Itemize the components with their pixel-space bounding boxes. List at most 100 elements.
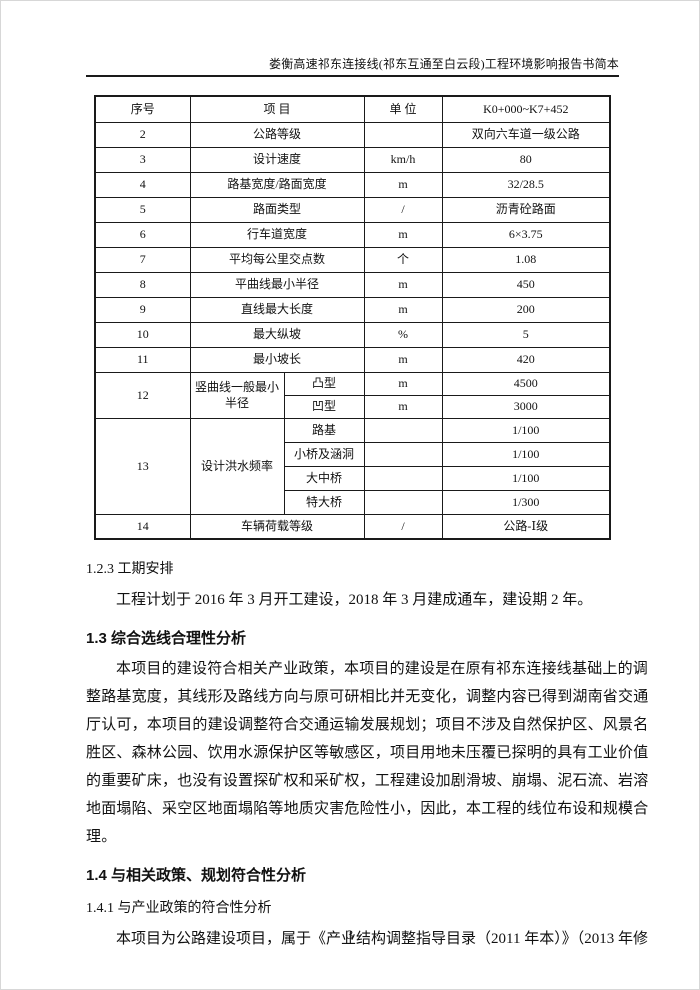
row-unit: m [363,271,443,298]
row-no: 6 [94,221,191,248]
row-no: 2 [94,121,191,148]
paragraph-line: 胜区、森林公园、饮用水源保护区等敏感区，项目用地未压覆已探明的具有工业价值 [86,745,649,761]
row-unit: % [363,321,443,348]
road-spec-table: 序号 项 目 单 位 K0+000~K7+452 2 公路等级 双向六车道一级公… [94,95,612,540]
row-value: 4500 [441,371,611,396]
row-value: 3000 [441,394,611,419]
table-row: 5 路面类型 / 沥青砼路面 [94,196,611,223]
row-item: 车辆荷载等级 [189,513,365,540]
table-row: 9 直线最大长度 m 200 [94,296,611,323]
row-item: 设计速度 [189,146,365,173]
row-unit: / [363,513,443,540]
paragraph-line: 整路基宽度，其线形及路线方向与原可研相比并无变化，调整内容已得到湖南省交通 [86,689,649,705]
row-item: 竖曲线一般最小半径 [189,371,285,419]
table-row-13c: 大中桥 1/100 [95,465,611,491]
sub-label: 凸型 [283,371,365,396]
row-value: 公路-Ⅰ级 [441,513,611,540]
table-row-14: 14 车辆荷载等级 / 公路-Ⅰ级 [94,513,611,540]
row-item: 路基宽度/路面宽度 [189,171,365,198]
row-value: 沥青砼路面 [441,196,611,223]
row-value: 5 [441,321,611,348]
row-value: 450 [441,271,611,298]
paragraph-line: 厅认可，本项目的建设调整符合交通运输发展规划；项目不涉及自然保护区、风景名 [86,717,649,733]
table-row: 10 最大纵坡 % 5 [94,321,611,348]
header-rule [86,75,619,77]
paragraph-schedule: 工程计划于 2016 年 3 月开工建设，2018 年 3 月建成通车，建设期 … [116,592,593,608]
row-no: 5 [94,196,191,223]
paragraph-line: 地面塌陷、采空区地面塌陷等地质灾害危险性小，因此，本工程的线位布设和规模合 [86,801,649,817]
paragraph-line: 理。 [86,829,117,845]
row-item: 最大纵坡 [189,321,365,348]
paragraph-industry-policy: 本项目为公路建设项目，属于《产业结构调整指导目录（2011 年本）》（2013 … [116,931,648,947]
table-row: 11 最小坡长 m 420 [94,346,611,373]
heading-1-4-1: 1.4.1 与产业政策的符合性分析 [86,901,272,916]
row-value: 1/300 [441,489,611,515]
row-unit [363,465,443,491]
paragraph-line: 本项目的建设符合相关产业政策，本项目的建设是在原有祁东连接线基础上的调 [116,661,649,677]
sub-label: 大中桥 [283,465,365,491]
row-value: 420 [441,346,611,373]
row-value: 1/100 [441,441,611,467]
table-row-13a: 13 设计洪水频率 路基 1/100 [94,417,611,515]
row-unit: m [363,221,443,248]
row-value: 6×3.75 [441,221,611,248]
row-unit: m [363,346,443,373]
row-unit: 个 [363,246,443,273]
row-no: 11 [94,346,191,373]
row-no: 4 [94,171,191,198]
col-header-section: K0+000~K7+452 [441,95,611,123]
table-row: 6 行车道宽度 m 6×3.75 [94,221,611,248]
sub-label: 小桥及涵洞 [283,441,365,467]
row-no: 12 [94,371,191,419]
row-value: 32/28.5 [441,171,611,198]
paragraph-line: 的重要矿床，也没有设置探矿权和采矿权，工程建设加剧滑坡、崩塌、泥石流、岩溶 [86,773,649,789]
row-no: 8 [94,271,191,298]
table-row: 2 公路等级 双向六车道一级公路 [94,121,611,148]
page-number: 3 [346,927,354,942]
heading-1-2-3: 1.2.3 工期安排 [86,562,174,577]
col-header-unit: 单 位 [363,95,443,123]
row-no: 7 [94,246,191,273]
row-value: 1/100 [441,465,611,491]
row-no: 3 [94,146,191,173]
row-no: 10 [94,321,191,348]
running-header: 娄衡高速祁东连接线(祁东互通至白云段)工程环境影响报告书简本 [269,57,619,71]
row-unit: m [363,296,443,323]
table-row: 7 平均每公里交点数 个 1.08 [94,246,611,273]
row-item: 最小坡长 [189,346,365,373]
table-row-12a: 12 竖曲线一般最小半径 凸型 m 4500 [94,371,611,419]
row-unit: km/h [363,146,443,173]
sub-label: 特大桥 [283,489,365,515]
row-unit [363,121,443,148]
row-unit: / [363,196,443,223]
row-item: 公路等级 [189,121,365,148]
row-unit: m [363,371,443,396]
row-unit [363,441,443,467]
table-row-12b: 凹型 m 3000 [95,394,611,419]
row-value: 200 [441,296,611,323]
row-unit [363,417,443,443]
table-row: 3 设计速度 km/h 80 [94,146,611,173]
heading-1-4: 1.4 与相关政策、规划符合性分析 [86,867,307,884]
row-item: 直线最大长度 [189,296,365,323]
row-item: 行车道宽度 [189,221,365,248]
sub-label: 凹型 [283,394,365,419]
row-no: 9 [94,296,191,323]
table-row: 4 路基宽度/路面宽度 m 32/28.5 [94,171,611,198]
table-header-row: 序号 项 目 单 位 K0+000~K7+452 [94,95,611,123]
row-unit: m [363,171,443,198]
row-value: 80 [441,146,611,173]
row-item: 路面类型 [189,196,365,223]
row-no: 13 [94,417,191,515]
row-value: 双向六车道一级公路 [441,121,611,148]
row-unit [363,489,443,515]
row-item: 平均每公里交点数 [189,246,365,273]
row-item: 设计洪水频率 [189,417,285,515]
row-no: 14 [94,513,191,540]
paragraph-route-analysis: 本项目的建设符合相关产业政策，本项目的建设是在原有祁东连接线基础上的调 整路基宽… [86,655,649,851]
row-unit: m [363,394,443,419]
row-value: 1.08 [441,246,611,273]
table-row: 8 平曲线最小半径 m 450 [94,271,611,298]
row-value: 1/100 [441,417,611,443]
